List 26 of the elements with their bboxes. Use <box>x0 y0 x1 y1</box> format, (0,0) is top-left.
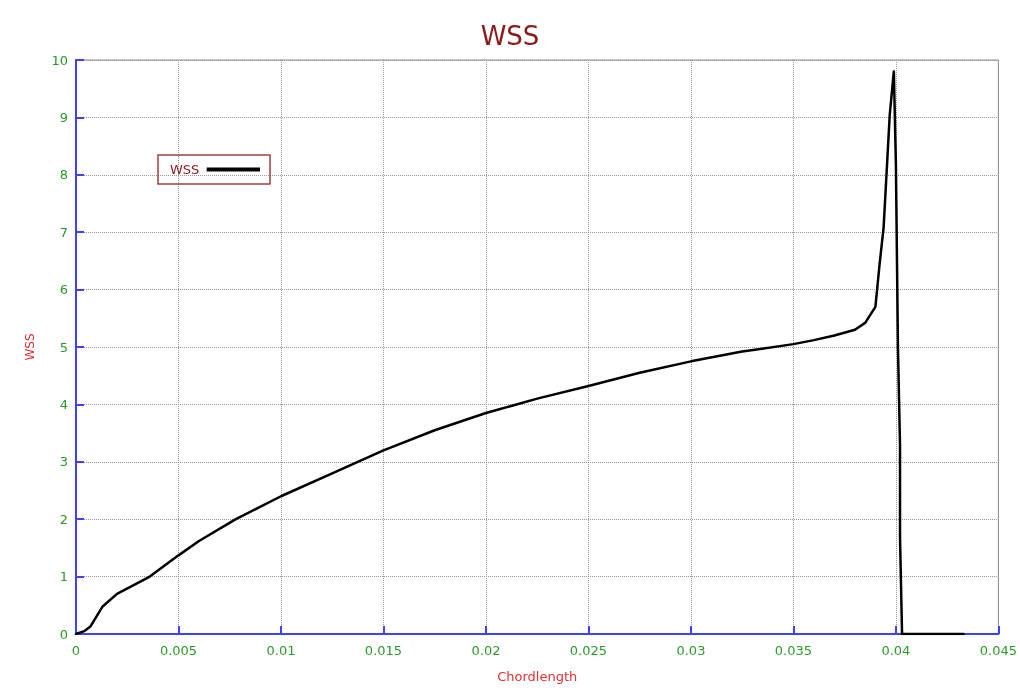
x-tick-label: 0.045 <box>979 643 1017 658</box>
x-tick-label: 0.03 <box>676 643 706 658</box>
x-tick-label: 0.02 <box>471 643 501 658</box>
x-tick-label: 0 <box>71 643 81 658</box>
y-tick-label: 8 <box>59 167 68 183</box>
x-tick-label: 0.01 <box>266 643 296 658</box>
x-axis-title: Chordlength <box>497 669 578 684</box>
y-tick-label: 3 <box>59 454 68 470</box>
y-tick-label: 6 <box>59 282 68 298</box>
y-tick-label: 2 <box>59 511 68 527</box>
y-tick-label: 7 <box>59 224 68 240</box>
y-tick-label: 0 <box>59 626 68 642</box>
y-tick-label: 10 <box>51 52 68 68</box>
x-tick-label: 0.025 <box>569 643 608 658</box>
legend-label: WSS <box>170 162 200 177</box>
line-series <box>74 70 965 636</box>
y-axis-title: WSS <box>23 333 37 361</box>
y-tick-label: 1 <box>59 569 68 585</box>
x-tick-label: 0.035 <box>774 643 813 658</box>
x-tick-label: 0.015 <box>364 643 403 658</box>
y-tick-label: 9 <box>59 109 68 125</box>
y-tick-label: 4 <box>59 396 68 412</box>
x-tick-label: 0.04 <box>881 643 911 658</box>
x-tick-label: 0.005 <box>159 643 198 658</box>
chart-title: WSS <box>480 21 540 51</box>
y-tick-label: 5 <box>59 339 68 355</box>
